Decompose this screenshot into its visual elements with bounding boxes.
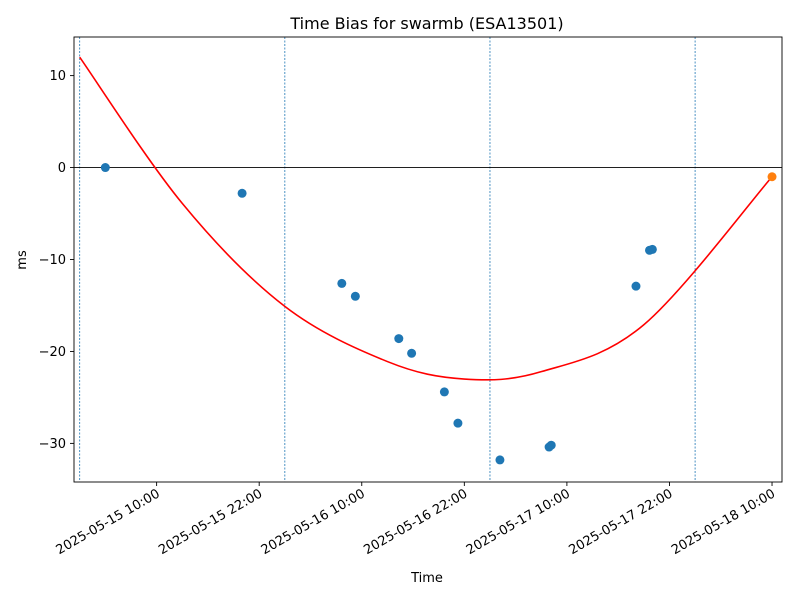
data-point (337, 278, 347, 288)
x-axis-label: Time (410, 571, 443, 586)
y-tick-label: 10 (49, 69, 66, 84)
data-point (453, 418, 463, 428)
data-point (407, 348, 417, 358)
data-point (647, 244, 657, 254)
y-tick-label: −20 (39, 345, 66, 360)
data-point (439, 387, 449, 397)
plot-content (74, 37, 782, 482)
data-point (350, 291, 360, 301)
data-point (100, 163, 110, 173)
y-tick-label: −10 (39, 253, 66, 268)
data-point (237, 188, 247, 198)
y-tick-label: 0 (58, 161, 66, 176)
y-tick-label: −30 (39, 437, 66, 452)
y-axis-label: ms (15, 250, 30, 270)
fit-curve (79, 56, 773, 381)
data-point (767, 172, 777, 182)
plot-area (74, 37, 782, 482)
data-point (495, 455, 505, 465)
chart-title: Time Bias for swarmb (ESA13501) (289, 14, 563, 33)
data-point (631, 281, 641, 291)
data-point (394, 334, 404, 344)
data-point (546, 440, 556, 450)
